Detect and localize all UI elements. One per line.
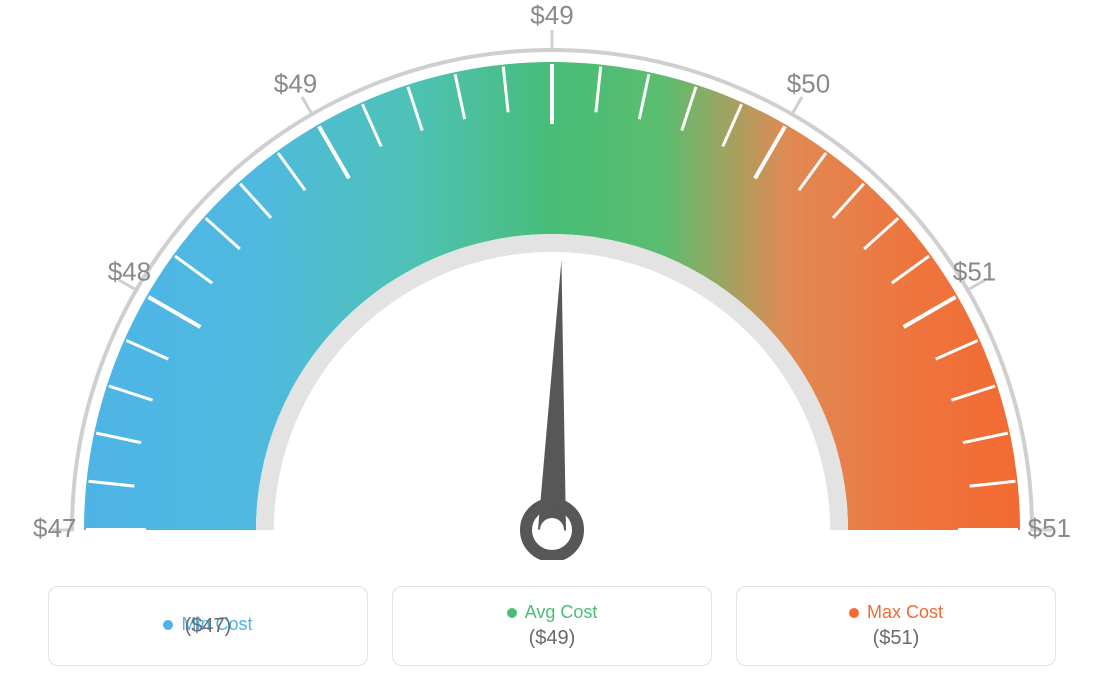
legend-card-max: Max Cost ($51) (736, 586, 1056, 666)
svg-text:$51: $51 (1028, 513, 1071, 543)
svg-text:$47: $47 (33, 513, 76, 543)
legend-label-max: Max Cost (867, 602, 943, 623)
legend-value-avg: ($49) (529, 627, 576, 650)
legend-card-min: Min Cost ($47) (48, 586, 368, 666)
svg-text:$49: $49 (530, 0, 573, 30)
dot-icon (507, 608, 517, 618)
legend-card-avg: Avg Cost ($49) (392, 586, 712, 666)
legend-value-min-text: ($47) (185, 615, 232, 638)
legend-value-max: ($51) (873, 627, 920, 650)
svg-text:$51: $51 (953, 256, 996, 286)
svg-text:$49: $49 (274, 69, 317, 99)
svg-text:$50: $50 (787, 69, 830, 99)
cost-gauge-container: $47 $48 $49 $49 $50 $51 $51 Min Cost ($47) Avg… (0, 0, 1104, 690)
dot-icon (163, 620, 173, 630)
legend-top: Avg Cost (507, 602, 598, 623)
svg-text:$48: $48 (108, 256, 151, 286)
dot-icon (849, 608, 859, 618)
gauge-chart: $47 $48 $49 $49 $50 $51 $51 (0, 0, 1104, 560)
legend-label-avg: Avg Cost (525, 602, 598, 623)
legend-top: Max Cost (849, 602, 943, 623)
legend-row: Min Cost ($47) Avg Cost ($49) Max Cost (… (48, 586, 1056, 666)
